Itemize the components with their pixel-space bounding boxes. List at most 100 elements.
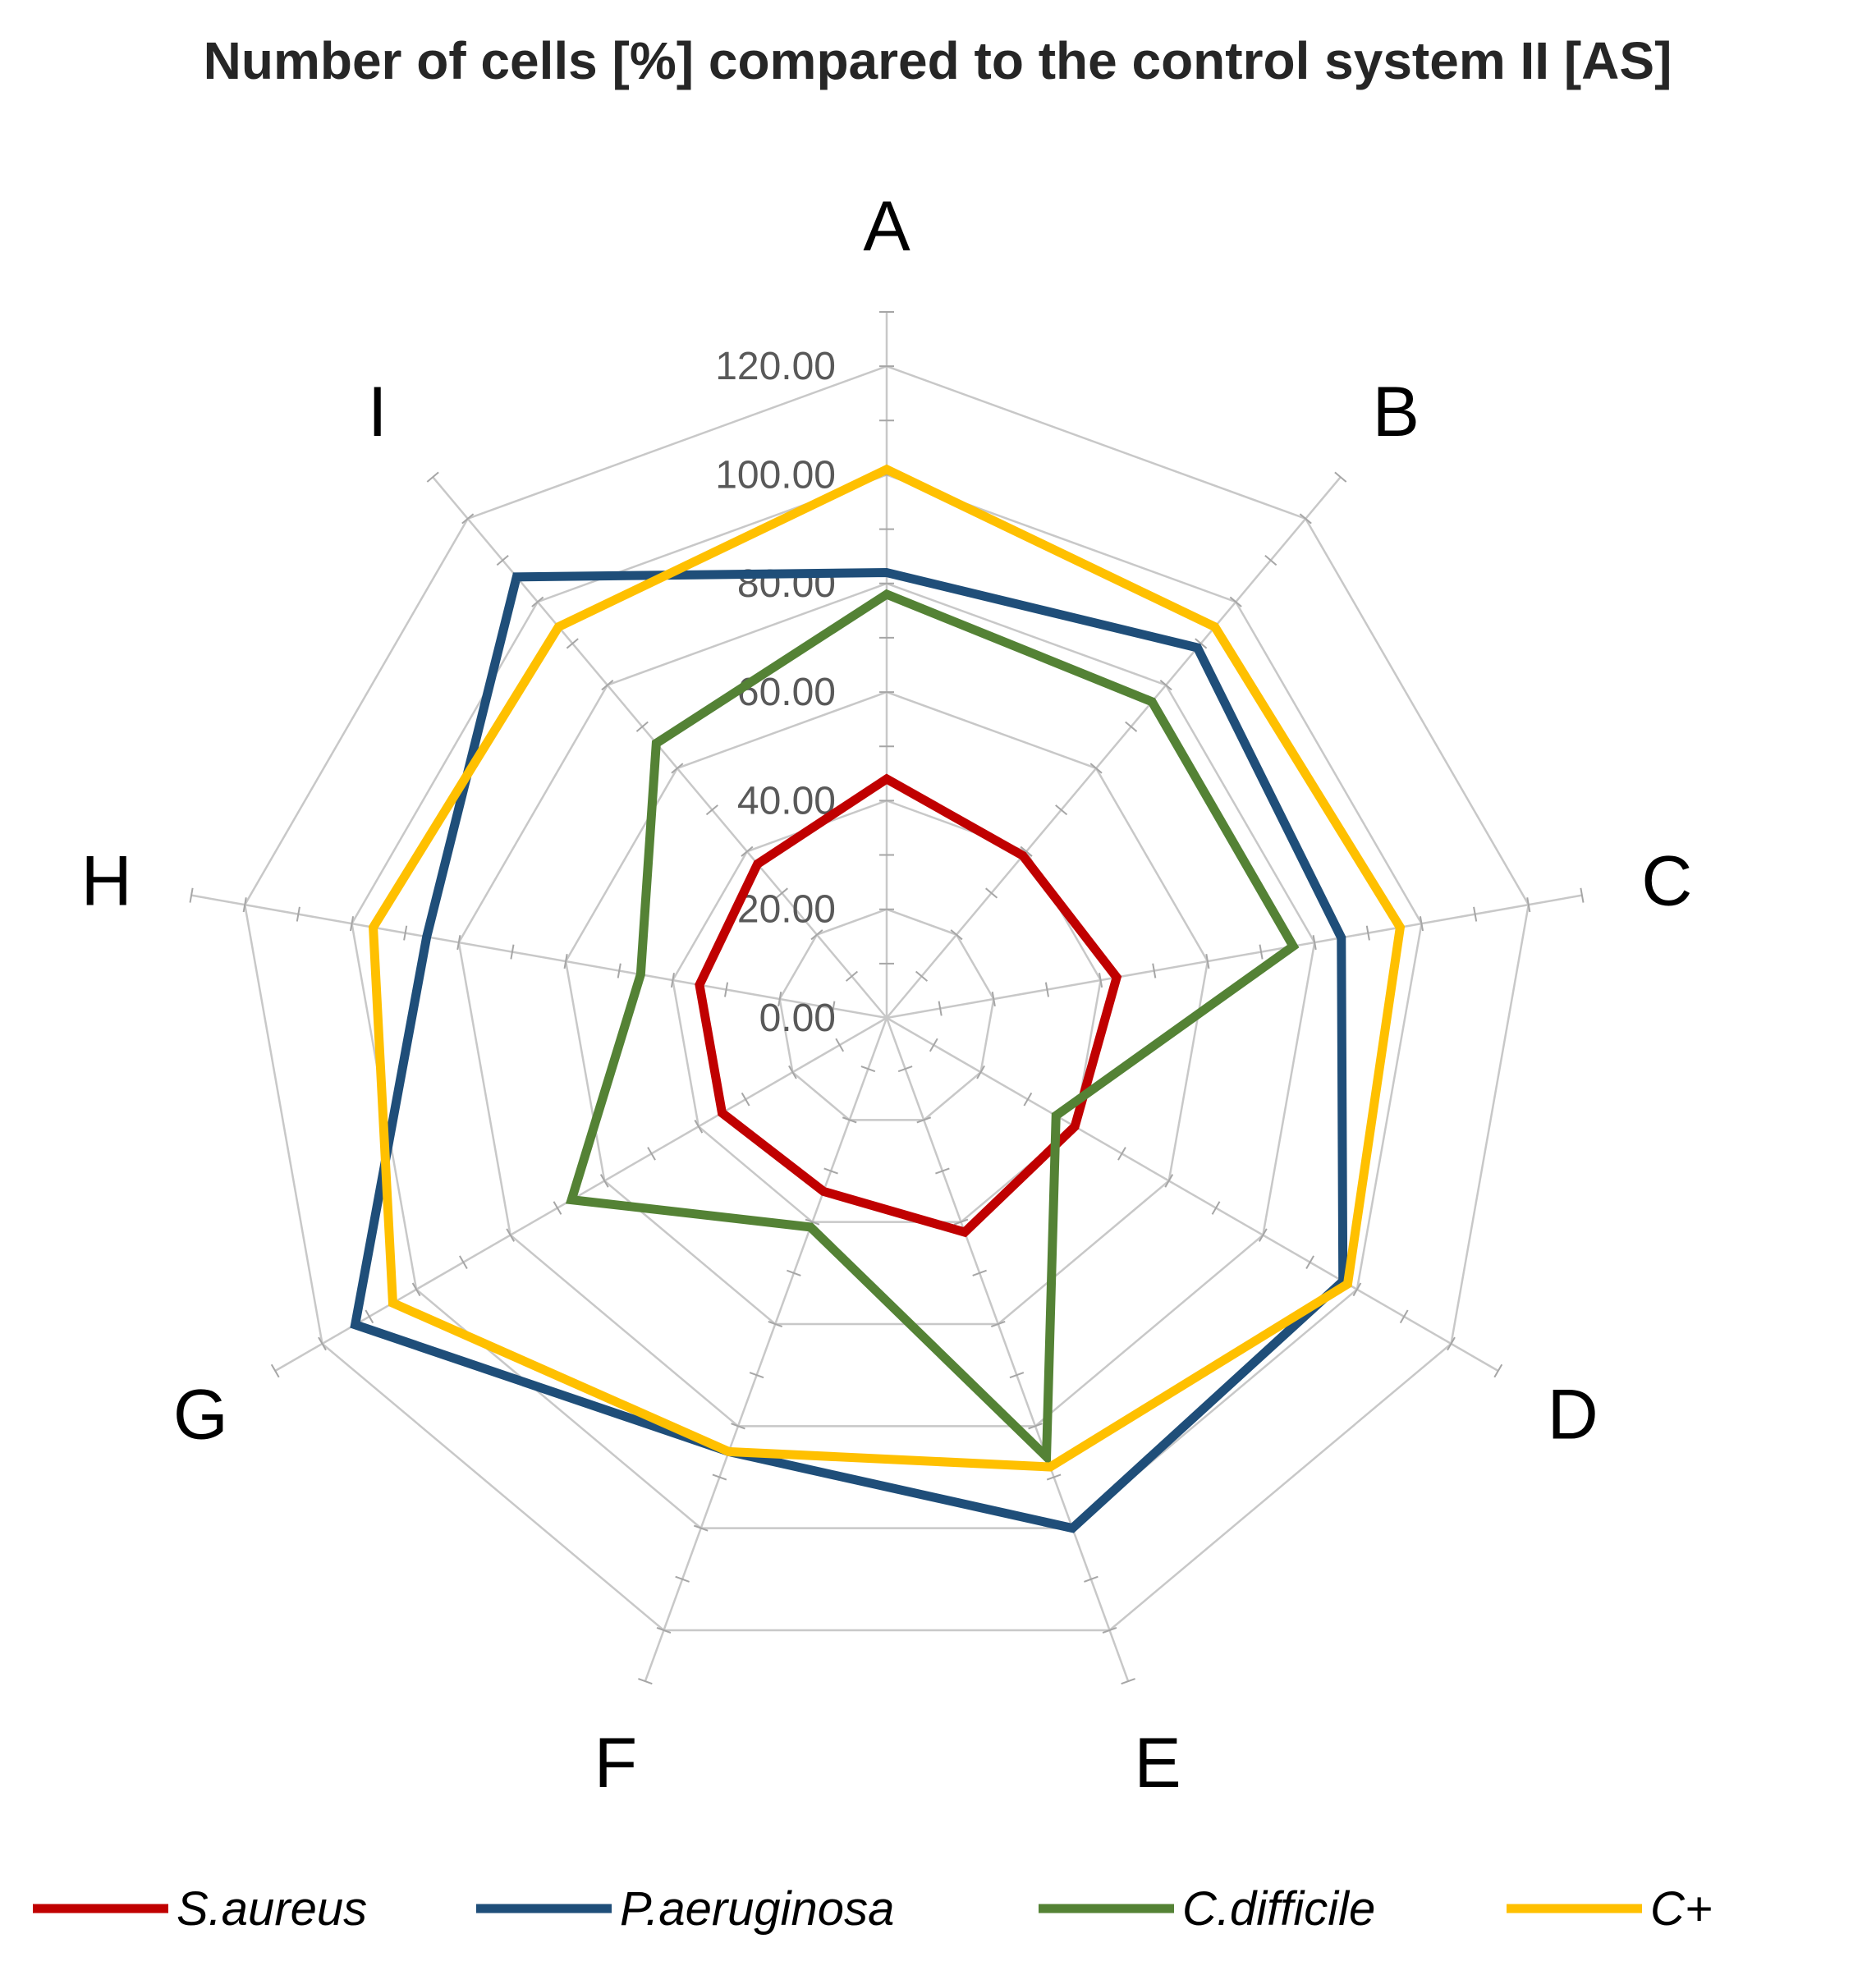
tick-label: 100.00 <box>715 453 836 497</box>
minor-tick <box>731 1423 745 1430</box>
minor-tick <box>647 1147 656 1161</box>
minor-tick <box>693 1524 709 1532</box>
tick-label: 120.00 <box>715 345 836 388</box>
minor-tick <box>845 970 859 982</box>
minor-tick <box>671 763 684 774</box>
minor-tick <box>403 925 408 941</box>
minor-tick <box>1084 1575 1099 1583</box>
minor-tick <box>1152 963 1157 978</box>
grid-ring <box>672 800 1102 1223</box>
minor-tick <box>897 1065 913 1073</box>
series-line-c-difficile <box>565 589 1300 1468</box>
tick-label: 0.00 <box>759 997 836 1040</box>
series-line-s-aureus <box>695 773 1122 1238</box>
minor-tick <box>599 1174 609 1188</box>
minor-tick <box>1089 763 1103 774</box>
minor-tick <box>724 982 729 997</box>
minor-tick <box>741 846 754 857</box>
minor-tick <box>938 1001 943 1016</box>
minor-tick <box>656 1626 672 1634</box>
legend-label-c-difficile: C.difficile <box>1182 1882 1375 1936</box>
tick-label: 80.00 <box>737 562 836 606</box>
minor-tick <box>1195 638 1208 649</box>
minor-tick <box>1312 935 1317 951</box>
legend-label-c-: C+ <box>1650 1882 1713 1936</box>
grid-ring <box>457 582 1316 1428</box>
minor-tick <box>775 887 788 899</box>
minor-tick <box>788 1065 797 1079</box>
minor-tick <box>777 991 782 1007</box>
minor-tick <box>461 513 475 525</box>
grid-spoke <box>886 476 1342 1019</box>
minor-tick <box>1055 804 1068 816</box>
minor-tick <box>831 1001 836 1016</box>
minor-tick <box>1205 954 1210 969</box>
minor-tick <box>1020 846 1033 857</box>
minor-tick <box>563 954 568 969</box>
minor-tick <box>411 1282 421 1297</box>
minor-tick <box>1164 1174 1174 1188</box>
minor-tick <box>426 471 439 483</box>
minor-tick <box>1305 1255 1314 1269</box>
minor-tick <box>935 1167 950 1175</box>
minor-tick <box>1211 1201 1221 1215</box>
minor-tick <box>835 1038 845 1052</box>
tick-label: 40.00 <box>737 779 836 823</box>
grid-ring <box>778 908 995 1121</box>
minor-tick <box>1009 1372 1025 1379</box>
minor-tick <box>242 897 247 913</box>
minor-tick <box>531 596 544 607</box>
minor-tick <box>675 1575 690 1583</box>
grid-spoke <box>190 894 888 1020</box>
minor-tick <box>1399 1309 1409 1324</box>
radar-grid <box>190 312 1583 1682</box>
minor-tick <box>976 1065 985 1079</box>
minor-tick <box>456 935 461 951</box>
minor-tick <box>617 963 622 978</box>
series-line-c- <box>368 464 1406 1472</box>
minor-tick <box>635 721 649 732</box>
series-lines <box>350 464 1406 1533</box>
category-label-d: D <box>1548 1376 1598 1455</box>
minor-tick <box>787 1269 801 1276</box>
minor-tick <box>1046 1473 1062 1481</box>
minor-tick <box>842 1116 857 1124</box>
category-label-i: I <box>368 373 388 451</box>
category-label-a: A <box>863 187 910 266</box>
minor-tick <box>1493 1363 1503 1378</box>
minor-tick <box>823 1167 838 1175</box>
tick-label: 20.00 <box>737 888 836 932</box>
minor-tick <box>638 1678 653 1685</box>
minor-tick <box>985 887 998 899</box>
category-label-c: C <box>1641 841 1692 920</box>
minor-tick <box>510 944 515 960</box>
minor-tick <box>670 973 675 988</box>
minor-tick <box>1102 1626 1117 1634</box>
minor-tick <box>990 1320 1006 1328</box>
minor-tick <box>1117 1147 1126 1161</box>
minor-tick <box>694 1120 704 1134</box>
category-label-f: F <box>594 1724 638 1803</box>
legend-label-p-aeruginosa: P.aeruginosa <box>620 1882 894 1936</box>
minor-tick <box>296 906 300 922</box>
minor-tick <box>1299 513 1312 525</box>
minor-tick <box>991 991 996 1007</box>
minor-tick <box>915 970 929 982</box>
grid-spoke <box>644 1017 888 1682</box>
category-label-g: G <box>173 1376 228 1455</box>
minor-tick <box>950 929 963 941</box>
minor-tick <box>1580 887 1585 903</box>
minor-tick <box>1264 555 1277 566</box>
grid-ring <box>243 364 1530 1632</box>
minor-tick <box>1365 925 1370 941</box>
grid-spoke <box>885 1017 1130 1682</box>
minor-tick <box>916 1116 932 1124</box>
legend-label-s-aureus: S.aureus <box>177 1882 367 1936</box>
category-label-e: E <box>1134 1724 1181 1803</box>
minor-tick <box>1159 680 1172 691</box>
grid-ring <box>564 690 1209 1326</box>
minor-tick <box>566 638 579 649</box>
minor-tick <box>1099 973 1103 988</box>
